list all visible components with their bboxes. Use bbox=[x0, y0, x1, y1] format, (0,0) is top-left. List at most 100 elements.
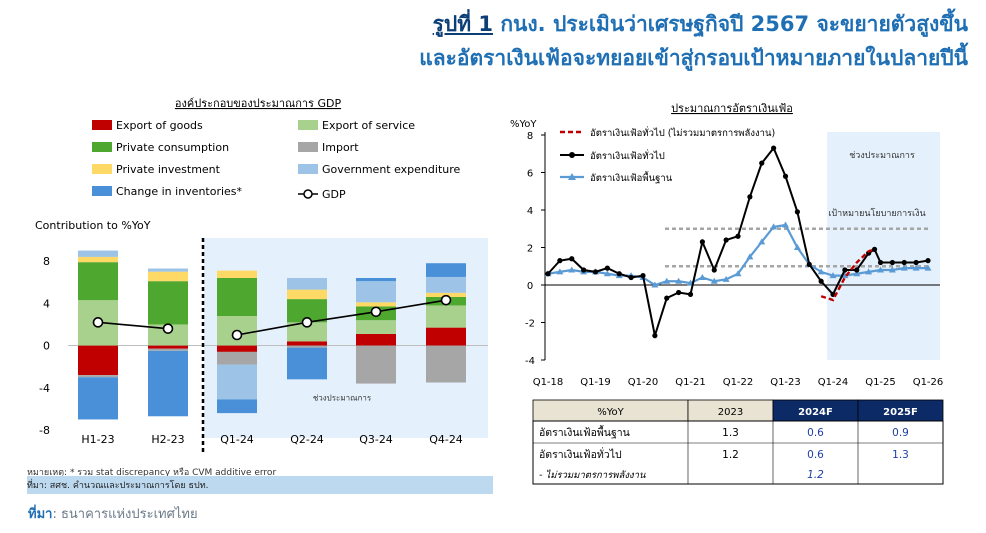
gdp-bar-private_investment-Q3-24 bbox=[356, 302, 396, 307]
figure-title-line-2: และอัตราเงินเฟ้อจะทยอยเข้าสู่กรอบเป้าหมา… bbox=[419, 46, 968, 70]
inflation-point-headline bbox=[913, 259, 919, 266]
gdp-bar-private_consumption-H1-23 bbox=[78, 262, 118, 301]
table-body-frame bbox=[532, 420, 944, 485]
gdp-bar-export_goods-Q4-24 bbox=[426, 327, 466, 346]
inflation-line-headline-excl-energy bbox=[820, 248, 875, 302]
gdp-legend-label-gdp: GDP bbox=[322, 188, 346, 201]
gdp-legend-label-export_goods: Export of goods bbox=[116, 119, 203, 132]
inflation-point-headline bbox=[771, 145, 777, 151]
gdp-legend-label-private_consumption: Private consumption bbox=[116, 141, 229, 154]
inflation-x-tick-label: Q1-22 bbox=[723, 377, 754, 388]
inflation-point-core bbox=[603, 270, 611, 277]
inflation-point-headline bbox=[640, 273, 646, 279]
table-row-label: - ไม่รวมมาตรการพลังงาน bbox=[539, 469, 646, 481]
gdp-legend-swatch-export_service bbox=[298, 120, 318, 130]
table-row-label: อัตราเงินเฟ้อพื้นฐาน bbox=[539, 425, 630, 439]
gdp-bar-change_in_inventories-H2-23 bbox=[148, 350, 188, 417]
inflation-point-core bbox=[877, 266, 884, 273]
gdp-bar-private_consumption-Q1-24 bbox=[217, 278, 257, 316]
inflation-point-core bbox=[758, 238, 766, 245]
gdp-bar-change_in_inventories-Q1-24 bbox=[217, 399, 257, 414]
gdp-x-tick-label: Q3-24 bbox=[359, 433, 393, 446]
inflation-legend: อัตราเงินเฟ้อทั่วไป (ไม่รวมมาตรการพลังงา… bbox=[560, 126, 775, 184]
gdp-legend-swatch-private_consumption bbox=[92, 142, 112, 152]
inflation-point-core bbox=[912, 264, 920, 271]
gdp-bars bbox=[78, 250, 466, 420]
inflation-point-headline bbox=[782, 173, 789, 179]
figure-title-text: กนง. ประเมินว่าเศรษฐกิจปี 2567 จะขยายตัว… bbox=[493, 12, 968, 36]
gdp-bar-export_goods-Q3-24 bbox=[356, 333, 396, 346]
table-header-label: %YoY bbox=[597, 407, 624, 418]
gdp-legend-label-government_expenditure: Government expenditure bbox=[322, 163, 461, 176]
gdp-axes: -8 -4 0 4 8 bbox=[39, 255, 488, 437]
table-cell-value: 0.9 bbox=[892, 427, 909, 439]
gdp-x-tick-label: H2-23 bbox=[151, 433, 184, 446]
inflation-point-core bbox=[888, 266, 896, 273]
gdp-legend-label-change_in_inventories: Change in inventories* bbox=[116, 185, 243, 198]
gdp-legend-swatch-export_goods bbox=[92, 120, 112, 130]
gdp-y-tick-label: 0 bbox=[43, 340, 50, 353]
inflation-point-core bbox=[734, 270, 742, 277]
inflation-legend-label-headline: อัตราเงินเฟ้อทั่วไป bbox=[590, 149, 665, 162]
inflation-y-axis-label: %YoY bbox=[510, 119, 537, 130]
gdp-y-tick-label: -8 bbox=[39, 424, 50, 437]
inflation-point-headline bbox=[616, 271, 622, 277]
inflation-point-headline bbox=[925, 258, 931, 264]
gdp-point-Q1-24 bbox=[231, 329, 243, 341]
inflation-y-tick-label: 0 bbox=[527, 281, 533, 292]
gdp-legend-label-export_service: Export of service bbox=[322, 119, 415, 132]
gdp-bar-import-Q2-24 bbox=[287, 345, 327, 348]
inflation-point-headline bbox=[889, 259, 895, 266]
gdp-bar-private_consumption-Q2-24 bbox=[287, 299, 327, 323]
inflation-legend-label-core: อัตราเงินเฟ้อพื้นฐาน bbox=[590, 171, 673, 184]
gdp-bar-import-Q4-24 bbox=[426, 345, 466, 383]
gdp-point-H2-23 bbox=[162, 323, 174, 334]
inflation-point-headline bbox=[854, 267, 860, 273]
inflation-x-tick-label: Q1-20 bbox=[628, 377, 659, 388]
inflation-legend-marker-headline bbox=[569, 152, 575, 158]
inflation-x-tick-label: Q1-25 bbox=[865, 377, 896, 388]
inflation-point-core bbox=[651, 281, 659, 288]
inflation-point-headline bbox=[747, 194, 753, 200]
gdp-legend-label-import: Import bbox=[322, 141, 359, 154]
inflation-point-headline bbox=[871, 246, 878, 252]
gdp-bar-government_expenditure-Q1-24 bbox=[217, 364, 257, 400]
inflation-point-core bbox=[782, 221, 789, 228]
inflation-point-core bbox=[829, 272, 837, 279]
inflation-point-headline bbox=[901, 259, 907, 266]
inflation-chart-title: ประมาณการอัตราเงินเฟ้อ bbox=[671, 102, 793, 115]
gdp-legend-swatch-government_expenditure bbox=[298, 164, 318, 174]
inflation-point-core bbox=[900, 264, 908, 271]
gdp-bar-import-H1-23 bbox=[78, 375, 118, 378]
gdp-x-tick-label: Q1-24 bbox=[220, 433, 254, 446]
inflation-y-tick-label: -2 bbox=[525, 319, 535, 330]
gdp-y-axis-label: Contribution to %YoY bbox=[35, 219, 151, 232]
gdp-note-line-2: ที่มา: สศช. คำนวณและประมาณการโดย ธปท. bbox=[27, 478, 209, 491]
gdp-bar-change_in_inventories-Q3-24 bbox=[356, 278, 396, 282]
inflation-point-headline bbox=[723, 237, 729, 243]
inflation-point-headline bbox=[569, 256, 575, 262]
inflation-y-tick-label: 6 bbox=[527, 169, 533, 180]
gdp-bar-export_goods-H2-23 bbox=[148, 345, 188, 349]
inflation-point-core bbox=[841, 272, 849, 279]
gdp-bar-government_expenditure-Q3-24 bbox=[356, 281, 396, 303]
inflation-point-headline bbox=[806, 261, 812, 267]
table-cell-value: 0.6 bbox=[807, 449, 824, 461]
table-cell-value: 1.3 bbox=[722, 427, 739, 439]
gdp-bar-change_in_inventories-Q4-24 bbox=[426, 263, 466, 277]
inflation-point-core bbox=[817, 268, 825, 275]
table-cell-value: 1.3 bbox=[892, 449, 909, 461]
gdp-legend: Export of goods Export of service Private … bbox=[92, 119, 461, 201]
gdp-source-band bbox=[27, 476, 493, 494]
inflation-point-headline bbox=[735, 233, 741, 239]
gdp-point-Q4-24 bbox=[440, 294, 452, 306]
figure-title-line-1: รูปที่ 1 กนง. ประเมินว่าเศรษฐกิจปี 2567 … bbox=[433, 8, 968, 41]
inflation-point-core bbox=[770, 223, 778, 230]
inflation-target-band bbox=[665, 227, 930, 268]
inflation-point-headline bbox=[759, 160, 765, 166]
gdp-x-tick-label: Q2-24 bbox=[290, 433, 324, 446]
gdp-bar-private_investment-H2-23 bbox=[148, 271, 188, 282]
inflation-point-headline bbox=[557, 258, 563, 264]
gdp-bar-export_service-Q3-24 bbox=[356, 320, 396, 334]
gdp-line-actual bbox=[97, 321, 169, 330]
